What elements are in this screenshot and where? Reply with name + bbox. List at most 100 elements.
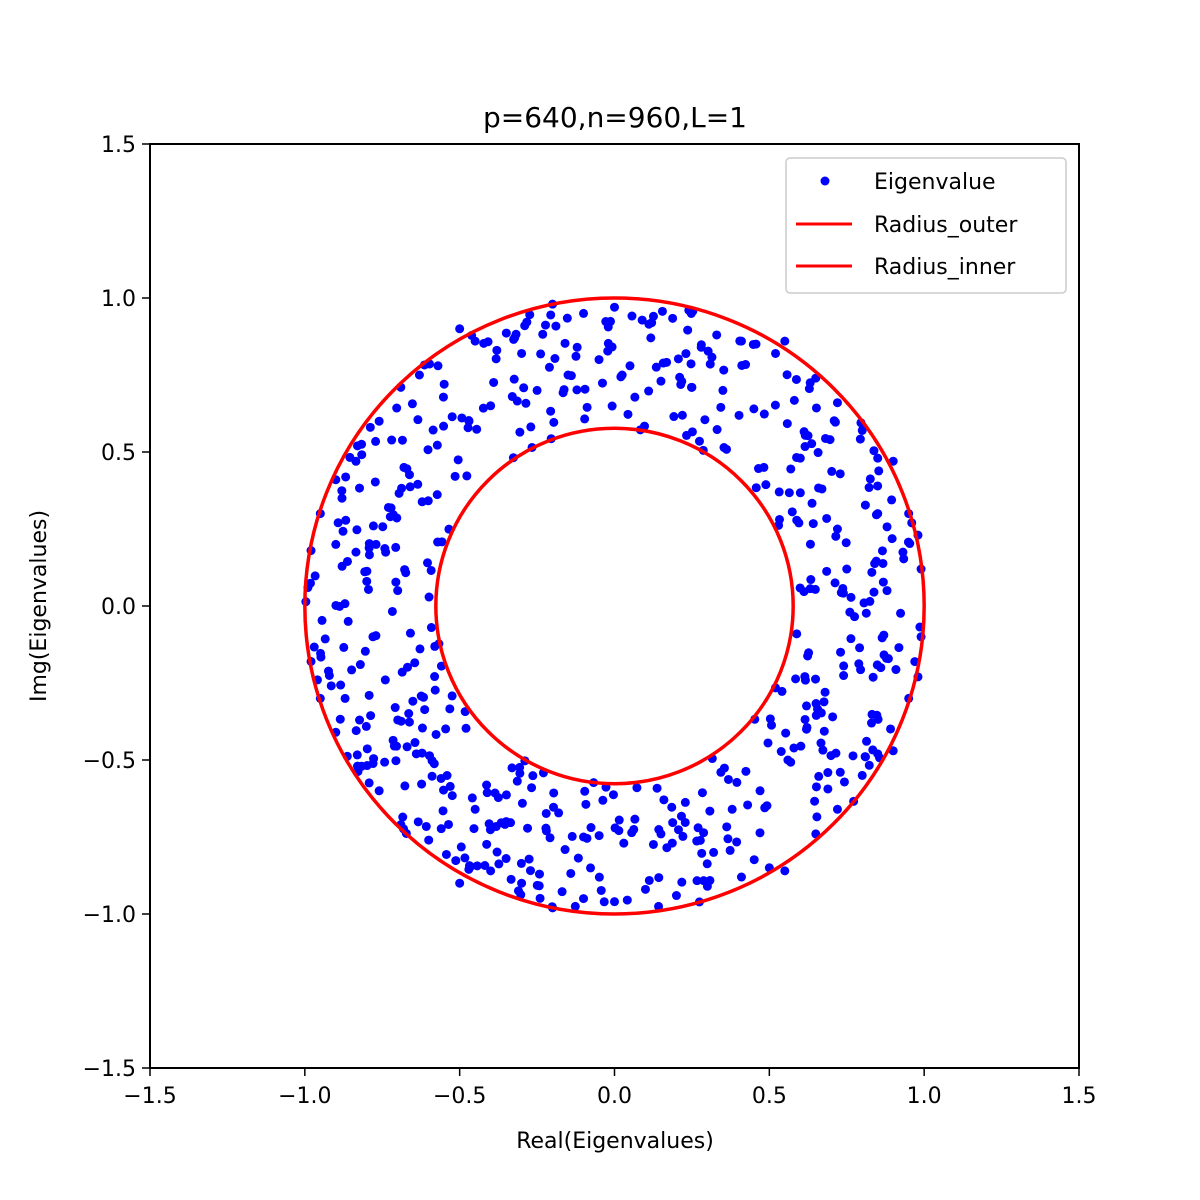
eigenvalue-point	[437, 537, 447, 547]
eigenvalue-point	[811, 674, 821, 684]
eigenvalue-point	[651, 362, 661, 372]
eigenvalue-point	[868, 672, 878, 682]
eigenvalue-point	[310, 571, 320, 581]
eigenvalue-point	[857, 425, 867, 435]
eigenvalue-point	[317, 615, 327, 625]
eigenvalue-point	[360, 567, 370, 577]
eigenvalue-point	[771, 348, 781, 358]
eigenvalue-point	[523, 823, 533, 833]
eigenvalue-point	[351, 456, 361, 466]
eigenvalue-point	[463, 423, 473, 433]
eigenvalue-point	[795, 488, 805, 498]
eigenvalue-point	[867, 718, 877, 728]
chart-title: p=640,n=960,L=1	[483, 101, 747, 134]
eigenvalue-point	[640, 884, 650, 894]
eigenvalue-point	[869, 587, 879, 597]
eigenvalue-point	[673, 825, 683, 835]
eigenvalue-point	[725, 845, 735, 855]
eigenvalue-point	[338, 526, 348, 536]
eigenvalue-point	[527, 783, 537, 793]
eigenvalue-point	[637, 315, 647, 325]
eigenvalue-point	[596, 885, 606, 895]
eigenvalue-point	[610, 897, 619, 907]
eigenvalue-point	[417, 497, 427, 507]
eigenvalue-point	[516, 858, 526, 868]
eigenvalue-point	[394, 488, 404, 498]
eigenvalue-point	[623, 409, 633, 419]
eigenvalue-point	[472, 424, 482, 434]
eigenvalue-point	[807, 439, 817, 449]
eigenvalue-point	[522, 317, 532, 327]
legend-box	[785, 157, 1067, 294]
eigenvalue-point	[801, 701, 811, 711]
eigenvalue-point	[644, 319, 654, 329]
eigenvalue-point	[864, 483, 874, 493]
eigenvalue-point	[629, 824, 639, 834]
eigenvalue-point	[413, 479, 423, 489]
eigenvalue-point	[751, 483, 761, 493]
eigenvalue-point	[792, 452, 802, 462]
eigenvalue-point	[656, 376, 666, 386]
eigenvalue-point	[700, 415, 710, 425]
eigenvalue-point	[832, 398, 842, 408]
eigenvalue-point	[535, 893, 545, 903]
eigenvalue-point	[654, 825, 664, 835]
eigenvalue-point	[439, 379, 449, 389]
eigenvalue-point	[517, 798, 527, 808]
eigenvalue-point	[491, 354, 501, 364]
eigenvalue-point	[337, 486, 347, 496]
eigenvalue-point	[811, 699, 821, 709]
eigenvalue-point	[324, 670, 334, 680]
eigenvalue-point	[654, 873, 664, 883]
eigenvalue-point	[822, 513, 832, 523]
eigenvalue-point	[424, 835, 434, 845]
eigenvalue-point	[551, 321, 561, 331]
eigenvalue-point	[712, 330, 722, 340]
eigenvalue-point	[427, 756, 437, 766]
eigenvalue-point	[363, 584, 373, 594]
eigenvalue-point	[316, 652, 326, 662]
eigenvalue-point	[517, 878, 527, 888]
eigenvalue-point	[430, 685, 440, 695]
eigenvalue-point	[786, 757, 796, 767]
x-axis-label: Real(Eigenvalues)	[516, 1129, 714, 1154]
eigenvalue-point	[380, 675, 390, 685]
y-tick-label: 0.0	[101, 595, 136, 620]
eigenvalue-point	[355, 660, 365, 670]
eigenvalue-point	[860, 752, 870, 762]
eigenvalue-point	[509, 374, 519, 384]
eigenvalue-point	[687, 427, 697, 437]
eigenvalue-point	[374, 786, 384, 796]
eigenvalue-point	[607, 401, 617, 411]
eigenvalue-point	[341, 515, 351, 525]
eigenvalue-point	[404, 709, 414, 719]
eigenvalue-point	[516, 890, 526, 900]
eigenvalue-point	[743, 800, 753, 810]
eigenvalue-point	[878, 577, 888, 587]
eigenvalue-point	[865, 596, 875, 606]
eigenvalue-point	[541, 320, 551, 330]
eigenvalue-point	[735, 336, 745, 346]
eigenvalue-point	[309, 642, 319, 652]
eigenvalue-point	[830, 417, 840, 427]
eigenvalue-point	[560, 338, 570, 348]
eigenvalue-point	[760, 803, 770, 813]
eigenvalue-point	[722, 444, 732, 454]
eigenvalue-point	[515, 427, 525, 437]
eigenvalue-point	[805, 539, 815, 549]
eigenvalue-point	[351, 547, 361, 557]
eigenvalue-point	[387, 435, 397, 445]
legend-eigenvalue-label: Eigenvalue	[874, 170, 996, 195]
eigenvalue-point	[482, 780, 492, 790]
eigenvalue-point	[436, 824, 446, 834]
eigenvalue-point	[439, 421, 449, 431]
x-tick-label: −1.5	[123, 1084, 176, 1109]
eigenvalue-point	[654, 901, 664, 911]
eigenvalue-point	[428, 425, 438, 435]
eigenvalue-point	[749, 404, 759, 414]
eigenvalue-point	[727, 804, 737, 814]
eigenvalue-point	[850, 612, 860, 622]
eigenvalue-point	[501, 790, 511, 800]
eigenvalue-point	[763, 738, 773, 748]
